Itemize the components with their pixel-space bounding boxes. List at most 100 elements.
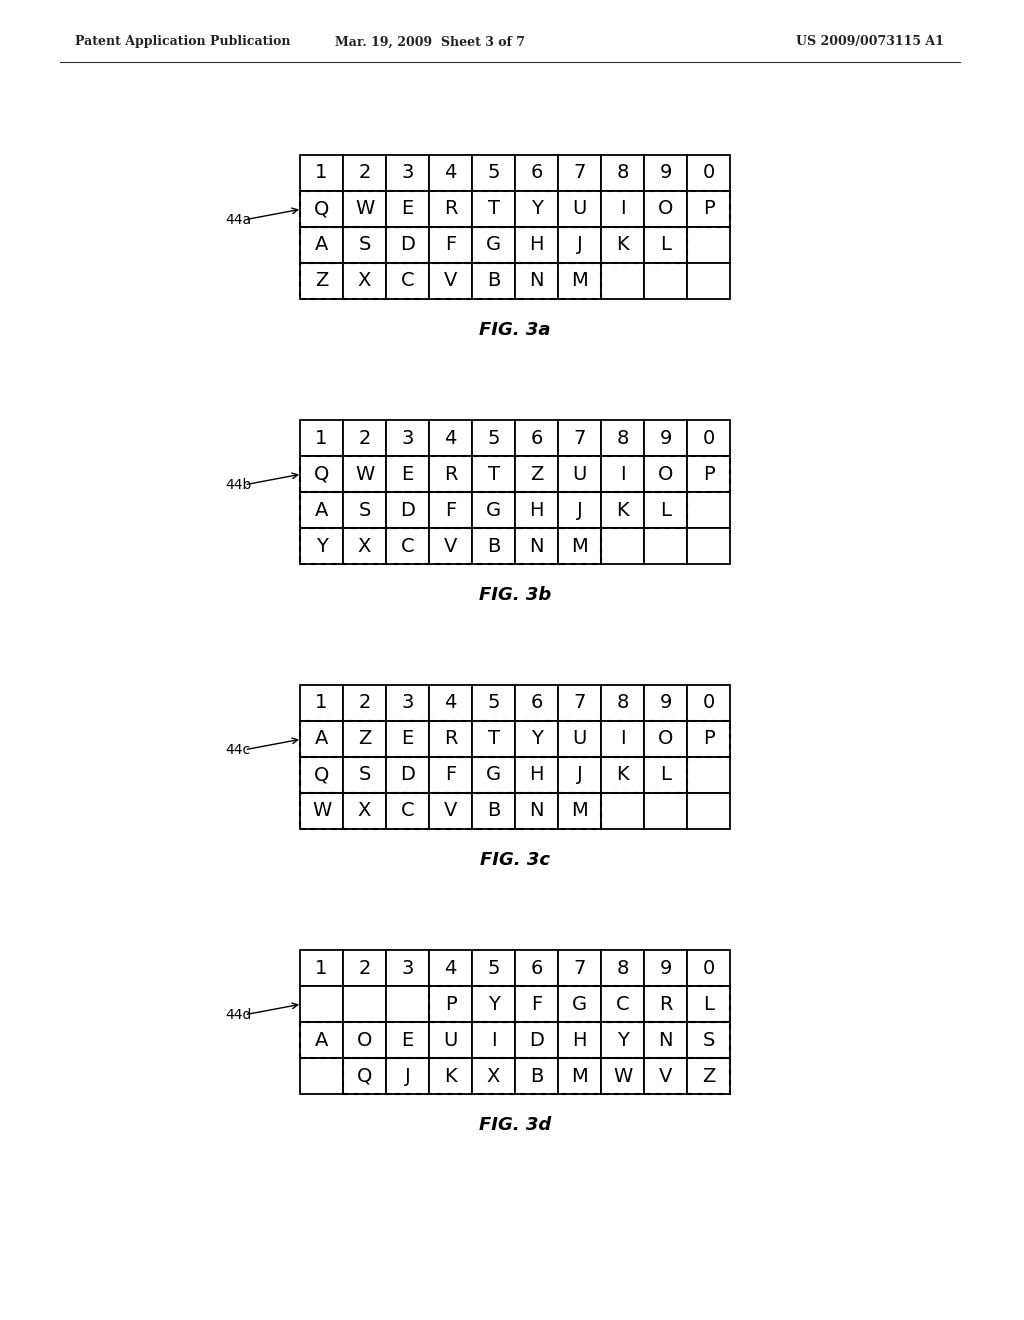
Bar <box>644 191 687 227</box>
Bar <box>644 986 687 1022</box>
Text: G: G <box>486 235 501 255</box>
Bar <box>343 420 386 455</box>
Bar <box>429 685 472 721</box>
Text: 6: 6 <box>530 693 543 713</box>
Bar <box>386 685 429 721</box>
Bar <box>687 685 730 721</box>
Bar <box>472 492 515 528</box>
Bar <box>687 263 730 300</box>
Text: G: G <box>486 766 501 784</box>
Bar <box>300 1022 343 1059</box>
Text: S: S <box>358 500 371 520</box>
Bar <box>558 793 601 829</box>
Bar <box>472 685 515 721</box>
Bar <box>300 950 343 986</box>
Bar <box>386 793 429 829</box>
Text: K: K <box>444 1067 457 1085</box>
Text: W: W <box>355 199 374 219</box>
Text: 7: 7 <box>573 429 586 447</box>
Bar <box>429 793 472 829</box>
Bar <box>558 492 601 528</box>
Bar <box>386 721 429 756</box>
Text: J: J <box>577 500 583 520</box>
Bar <box>343 721 386 756</box>
Bar <box>429 721 472 756</box>
Text: P: P <box>702 730 715 748</box>
Text: E: E <box>401 465 414 483</box>
Text: Q: Q <box>313 465 329 483</box>
Text: C: C <box>615 994 630 1014</box>
Bar <box>644 528 687 564</box>
Text: 7: 7 <box>573 164 586 182</box>
Bar <box>300 721 343 756</box>
Bar <box>300 191 730 227</box>
Text: 44a: 44a <box>225 213 251 227</box>
Text: R: R <box>443 465 458 483</box>
Bar <box>300 455 730 492</box>
Bar <box>429 756 472 793</box>
Bar <box>300 793 343 829</box>
Text: G: G <box>486 500 501 520</box>
Text: P: P <box>444 994 457 1014</box>
Bar <box>472 420 515 455</box>
Bar <box>687 455 730 492</box>
Bar <box>515 685 558 721</box>
Text: X: X <box>357 272 371 290</box>
Bar <box>601 1059 644 1094</box>
Text: J: J <box>577 766 583 784</box>
Bar <box>515 1059 558 1094</box>
Bar <box>300 756 687 793</box>
Bar <box>558 528 601 564</box>
Bar <box>386 191 429 227</box>
Text: B: B <box>486 801 500 821</box>
Bar <box>386 492 429 528</box>
Text: 3: 3 <box>401 693 414 713</box>
Bar <box>558 1022 601 1059</box>
Bar <box>300 191 343 227</box>
Text: F: F <box>444 235 456 255</box>
Bar <box>515 528 558 564</box>
Text: Mar. 19, 2009  Sheet 3 of 7: Mar. 19, 2009 Sheet 3 of 7 <box>335 36 525 49</box>
Text: 5: 5 <box>487 693 500 713</box>
Bar <box>472 154 515 191</box>
Bar <box>558 420 601 455</box>
Bar <box>644 1059 687 1094</box>
Text: P: P <box>702 199 715 219</box>
Text: T: T <box>487 465 500 483</box>
Bar <box>472 263 515 300</box>
Text: R: R <box>443 199 458 219</box>
Bar <box>601 986 644 1022</box>
Bar <box>472 721 515 756</box>
Text: X: X <box>486 1067 500 1085</box>
Bar <box>558 756 601 793</box>
Bar <box>429 1022 472 1059</box>
Text: S: S <box>358 235 371 255</box>
Bar <box>558 986 601 1022</box>
Text: 7: 7 <box>573 693 586 713</box>
Text: 2: 2 <box>358 693 371 713</box>
Text: Z: Z <box>314 272 328 290</box>
Bar <box>386 420 429 455</box>
Bar <box>558 227 601 263</box>
Text: F: F <box>530 994 542 1014</box>
Text: I: I <box>620 199 626 219</box>
Bar <box>429 986 472 1022</box>
Bar <box>429 263 472 300</box>
Text: 6: 6 <box>530 429 543 447</box>
Bar <box>386 1059 429 1094</box>
Bar <box>343 1059 386 1094</box>
Bar <box>601 154 644 191</box>
Text: FIG. 3a: FIG. 3a <box>479 321 551 339</box>
Bar <box>644 793 687 829</box>
Text: C: C <box>400 536 415 556</box>
Bar <box>601 420 644 455</box>
Text: FIG. 3c: FIG. 3c <box>480 851 550 869</box>
Bar <box>644 420 687 455</box>
Bar <box>515 191 558 227</box>
Bar <box>515 227 558 263</box>
Text: A: A <box>314 1031 328 1049</box>
Bar <box>343 986 386 1022</box>
Text: I: I <box>490 1031 497 1049</box>
Bar <box>601 756 644 793</box>
Text: K: K <box>616 766 629 784</box>
